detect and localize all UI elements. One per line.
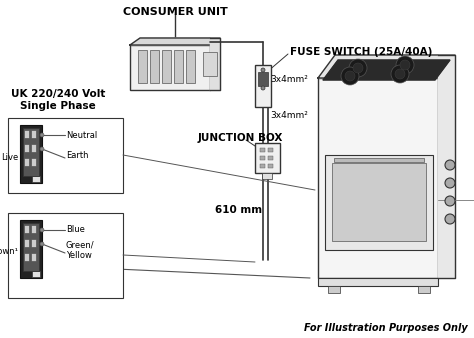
Polygon shape	[323, 60, 450, 80]
Bar	[138, 50, 147, 83]
Bar	[150, 50, 159, 83]
Text: CONSUMER UNIT: CONSUMER UNIT	[123, 7, 228, 17]
Polygon shape	[318, 55, 455, 78]
Text: Neutral: Neutral	[66, 130, 97, 140]
Bar	[31, 239, 36, 247]
Text: Brown¹: Brown¹	[0, 247, 18, 257]
Bar	[20, 125, 42, 183]
Circle shape	[40, 242, 44, 246]
Circle shape	[341, 67, 359, 85]
Circle shape	[40, 133, 44, 137]
Bar	[268, 164, 273, 168]
Bar	[255, 65, 271, 107]
Text: UK 220/240 Volt
Single Phase: UK 220/240 Volt Single Phase	[11, 89, 105, 111]
Bar	[318, 278, 438, 286]
Bar	[31, 253, 36, 261]
Bar	[20, 220, 42, 278]
Bar	[174, 50, 183, 83]
Bar	[203, 52, 217, 76]
Circle shape	[396, 56, 414, 74]
Bar	[262, 173, 272, 179]
Circle shape	[261, 68, 265, 72]
Bar	[31, 130, 36, 138]
Bar	[24, 130, 29, 138]
Bar	[23, 223, 39, 271]
Text: 3x4mm²: 3x4mm²	[270, 111, 308, 120]
Text: Live: Live	[1, 153, 18, 163]
Bar	[318, 78, 438, 278]
Bar	[332, 163, 426, 241]
Circle shape	[445, 196, 455, 206]
Bar	[24, 253, 29, 261]
Circle shape	[445, 178, 455, 188]
Text: 3x4mm²: 3x4mm²	[270, 75, 308, 84]
Bar	[24, 158, 29, 166]
Text: 610 mm: 610 mm	[215, 205, 262, 215]
Bar	[260, 148, 265, 152]
Bar	[8, 213, 123, 298]
Bar	[32, 176, 40, 182]
Bar	[24, 144, 29, 152]
Bar	[334, 158, 424, 162]
Polygon shape	[438, 55, 455, 278]
Circle shape	[400, 60, 410, 70]
Polygon shape	[130, 38, 220, 45]
Circle shape	[261, 86, 265, 90]
Circle shape	[395, 69, 405, 79]
Circle shape	[391, 65, 409, 83]
Bar	[162, 50, 171, 83]
Circle shape	[40, 147, 44, 151]
Bar	[24, 239, 29, 247]
Circle shape	[445, 160, 455, 170]
Bar	[32, 271, 40, 277]
Bar	[8, 118, 123, 193]
Bar	[260, 164, 265, 168]
Bar	[260, 156, 265, 160]
Bar	[23, 128, 39, 176]
Text: FUSE SWITCH (25A/40A): FUSE SWITCH (25A/40A)	[290, 47, 432, 57]
Bar	[24, 225, 29, 233]
Bar	[31, 158, 36, 166]
Text: Blue: Blue	[66, 225, 85, 235]
Text: Earth: Earth	[66, 151, 89, 161]
Bar	[258, 72, 268, 86]
Bar	[328, 286, 340, 293]
Bar	[130, 45, 210, 90]
Bar	[31, 225, 36, 233]
Bar	[255, 143, 280, 173]
Circle shape	[349, 59, 367, 77]
Text: Green/
Yellow: Green/ Yellow	[66, 240, 95, 260]
Circle shape	[353, 63, 363, 73]
Bar	[186, 50, 195, 83]
Bar	[268, 156, 273, 160]
Text: JUNCTION BOX: JUNCTION BOX	[198, 133, 283, 143]
Circle shape	[345, 71, 355, 81]
Bar	[31, 144, 36, 152]
Polygon shape	[210, 38, 220, 90]
Circle shape	[445, 214, 455, 224]
Bar	[268, 148, 273, 152]
Text: For Illustration Purposes Only: For Illustration Purposes Only	[304, 323, 468, 333]
Bar	[325, 155, 433, 250]
Circle shape	[40, 228, 44, 232]
Bar	[418, 286, 430, 293]
